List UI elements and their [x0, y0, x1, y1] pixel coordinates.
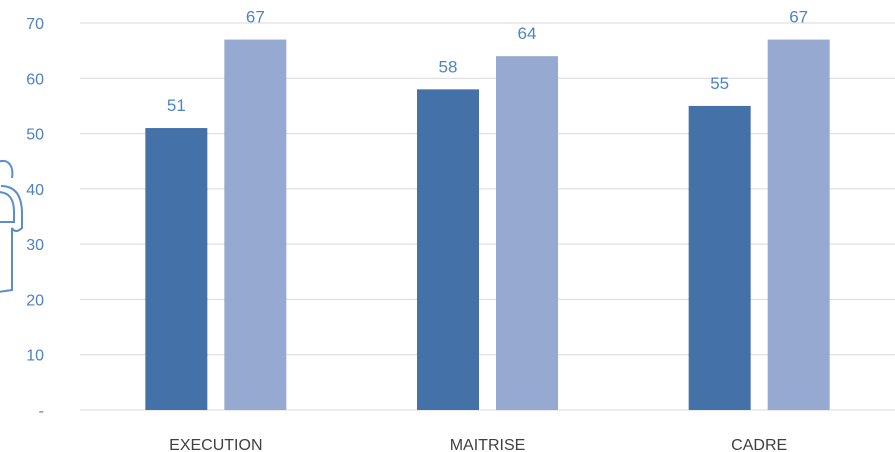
bar [224, 39, 287, 410]
y-tick-label: 60 [26, 71, 44, 88]
data-label: 51 [167, 96, 186, 115]
bars [145, 39, 830, 411]
y-tick-label: 50 [26, 127, 44, 144]
y-tick-label: - [39, 403, 44, 420]
bar [767, 39, 830, 410]
person-icon [0, 160, 23, 293]
bar [688, 105, 751, 410]
y-tick-label: 40 [26, 182, 44, 199]
data-label: 55 [710, 74, 729, 93]
y-axis-ticks: - 10 20 30 40 50 60 70 [26, 16, 44, 420]
data-label: 64 [518, 24, 537, 43]
bar [417, 89, 479, 410]
data-label: 67 [246, 8, 265, 27]
data-label: 67 [789, 8, 808, 27]
x-tick-label: CADRE [731, 437, 787, 452]
bar [496, 56, 558, 411]
gridlines [80, 22, 895, 411]
data-labels: 51 67 58 64 55 67 [167, 8, 808, 115]
bar [145, 128, 208, 411]
y-tick-label: 30 [26, 237, 44, 254]
data-label: 58 [439, 57, 458, 76]
x-tick-label: EXECUTION [169, 437, 262, 452]
x-tick-label: MAITRISE [450, 437, 526, 452]
y-tick-label: 70 [26, 16, 44, 33]
y-tick-label: 10 [26, 348, 44, 365]
x-axis-ticks: EXECUTION MAITRISE CADRE [169, 437, 787, 452]
y-tick-label: 20 [26, 292, 44, 309]
